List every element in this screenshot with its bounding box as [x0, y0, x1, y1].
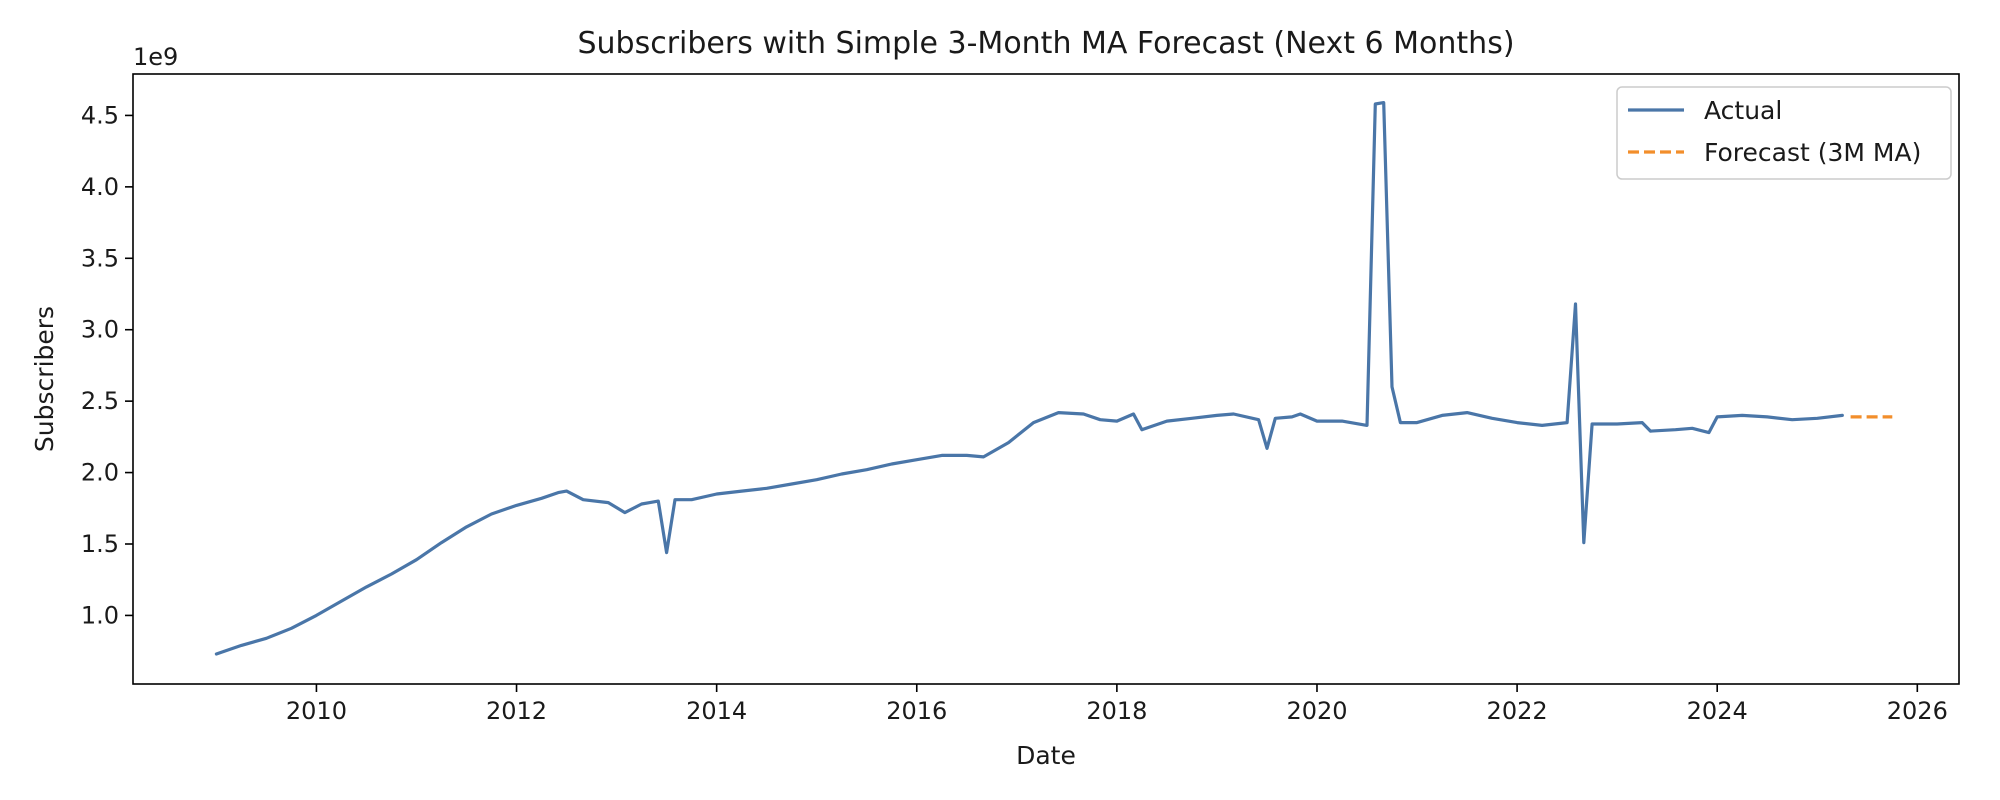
y-tick-label: 3.5: [81, 244, 119, 272]
x-axis-title: Date: [1016, 741, 1076, 770]
x-tick-label: 2022: [1487, 697, 1548, 725]
y-tick-label: 2.0: [81, 459, 119, 487]
series-layer: [214, 101, 1893, 656]
legend: Actual Forecast (3M MA): [1616, 86, 1952, 180]
actual-line: [214, 101, 1844, 656]
y-tick-label: 4.0: [81, 173, 119, 201]
x-tick-label: 2024: [1687, 697, 1748, 725]
y-axis-title: Subscribers: [30, 306, 59, 452]
x-tick-label: 2012: [486, 697, 547, 725]
y-tick-label: 1.5: [81, 530, 119, 558]
y-tick-label: 2.5: [81, 387, 119, 415]
y-axis-offset-label: 1e9: [133, 43, 178, 71]
legend-forecast-label: Forecast (3M MA): [1704, 138, 1921, 167]
plot-area-frame: [132, 73, 1960, 685]
chart-title: Subscribers with Simple 3-Month MA Forec…: [577, 26, 1514, 61]
x-tick-label: 2010: [286, 697, 347, 725]
x-tick-label: 2026: [1887, 697, 1948, 725]
y-tick-label: 1.0: [81, 601, 119, 629]
axis-ticks: 2010 2012 2014 2016 2018 2020 2022 2024 2026 1.0 1…: [81, 101, 1948, 725]
y-tick-label: 4.5: [81, 101, 119, 129]
x-tick-label: 2018: [1086, 697, 1147, 725]
legend-box: [1616, 86, 1952, 180]
y-tick-label: 3.0: [81, 316, 119, 344]
x-tick-label: 2020: [1286, 697, 1347, 725]
x-tick-label: 2014: [686, 697, 747, 725]
legend-actual-label: Actual: [1704, 96, 1782, 125]
x-tick-label: 2016: [886, 697, 947, 725]
series-actual: [214, 101, 1844, 656]
